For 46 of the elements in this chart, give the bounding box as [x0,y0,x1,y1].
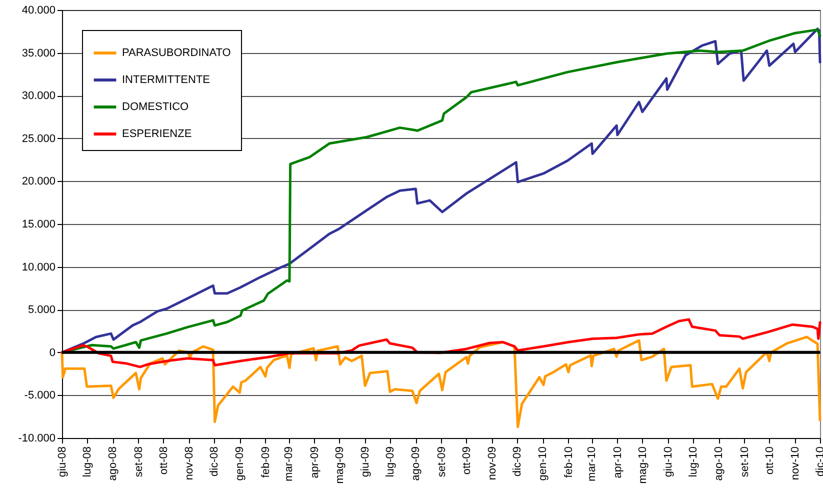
x-tick-label: feb-09 [260,446,272,478]
y-tick-label: 10.000 [22,261,56,274]
x-tick-label: nov-08 [184,446,196,480]
x-tick-label: nov-10 [790,446,802,480]
x-tick-label: lug-10 [687,446,700,478]
y-tick-label: -5.000 [24,390,56,402]
x-tick-label: ott-08 [158,446,170,475]
legend-label: ESPERIENZE [122,128,192,140]
x-tick-label: giu-09 [360,446,372,478]
x-tick-label: ago-08 [107,446,120,481]
x-tick-label: giu-10 [662,446,675,478]
x-tick-label: dic-08 [208,446,220,476]
x-tick-label: gen-09 [234,446,246,481]
x-tick-label: mag-10 [636,446,649,484]
y-tick-label: 30.000 [22,90,56,102]
x-tick-label: mag-09 [334,446,346,484]
y-tick-label: 5.000 [28,304,56,316]
y-tick-label: 35.000 [22,47,56,60]
x-tick-label: apr-10 [612,446,624,478]
x-tick-label: lug-08 [81,446,94,478]
y-tick-label: 40.000 [22,4,56,16]
x-tick-label: mar-09 [283,446,296,482]
x-tick-label: feb-10 [562,446,575,478]
x-tick-label: ago-09 [410,446,422,481]
x-tick-label: gen-10 [537,446,550,481]
y-tick-label: -10.000 [18,432,56,444]
x-tick-label: ago-10 [713,446,726,481]
x-tick-label: giu-08 [56,446,68,478]
x-tick-label: ott-10 [764,446,776,475]
y-tick-label: 25.000 [22,132,56,145]
legend-label: INTERMITTENTE [122,74,210,86]
legend-label: DOMESTICO [122,101,190,113]
x-tick-label: set-08 [132,446,145,478]
x-tick-label: mar-10 [586,446,598,482]
line-series [60,336,822,428]
x-tick-label: nov-09 [486,446,499,480]
x-tick-label: dic-09 [511,446,524,476]
x-tick-label: lug-09 [384,446,396,478]
legend-label: PARASUBORDINATO [122,47,232,59]
x-tick-label: set-10 [738,446,751,478]
y-tick-label: 15.000 [22,218,56,230]
y-tick-label: 0 [49,346,56,359]
x-tick-label: apr-09 [308,446,321,478]
x-tick-label: set-09 [436,446,448,478]
x-tick-label: ott-09 [460,446,473,475]
y-tick-label: 20.000 [22,176,56,188]
